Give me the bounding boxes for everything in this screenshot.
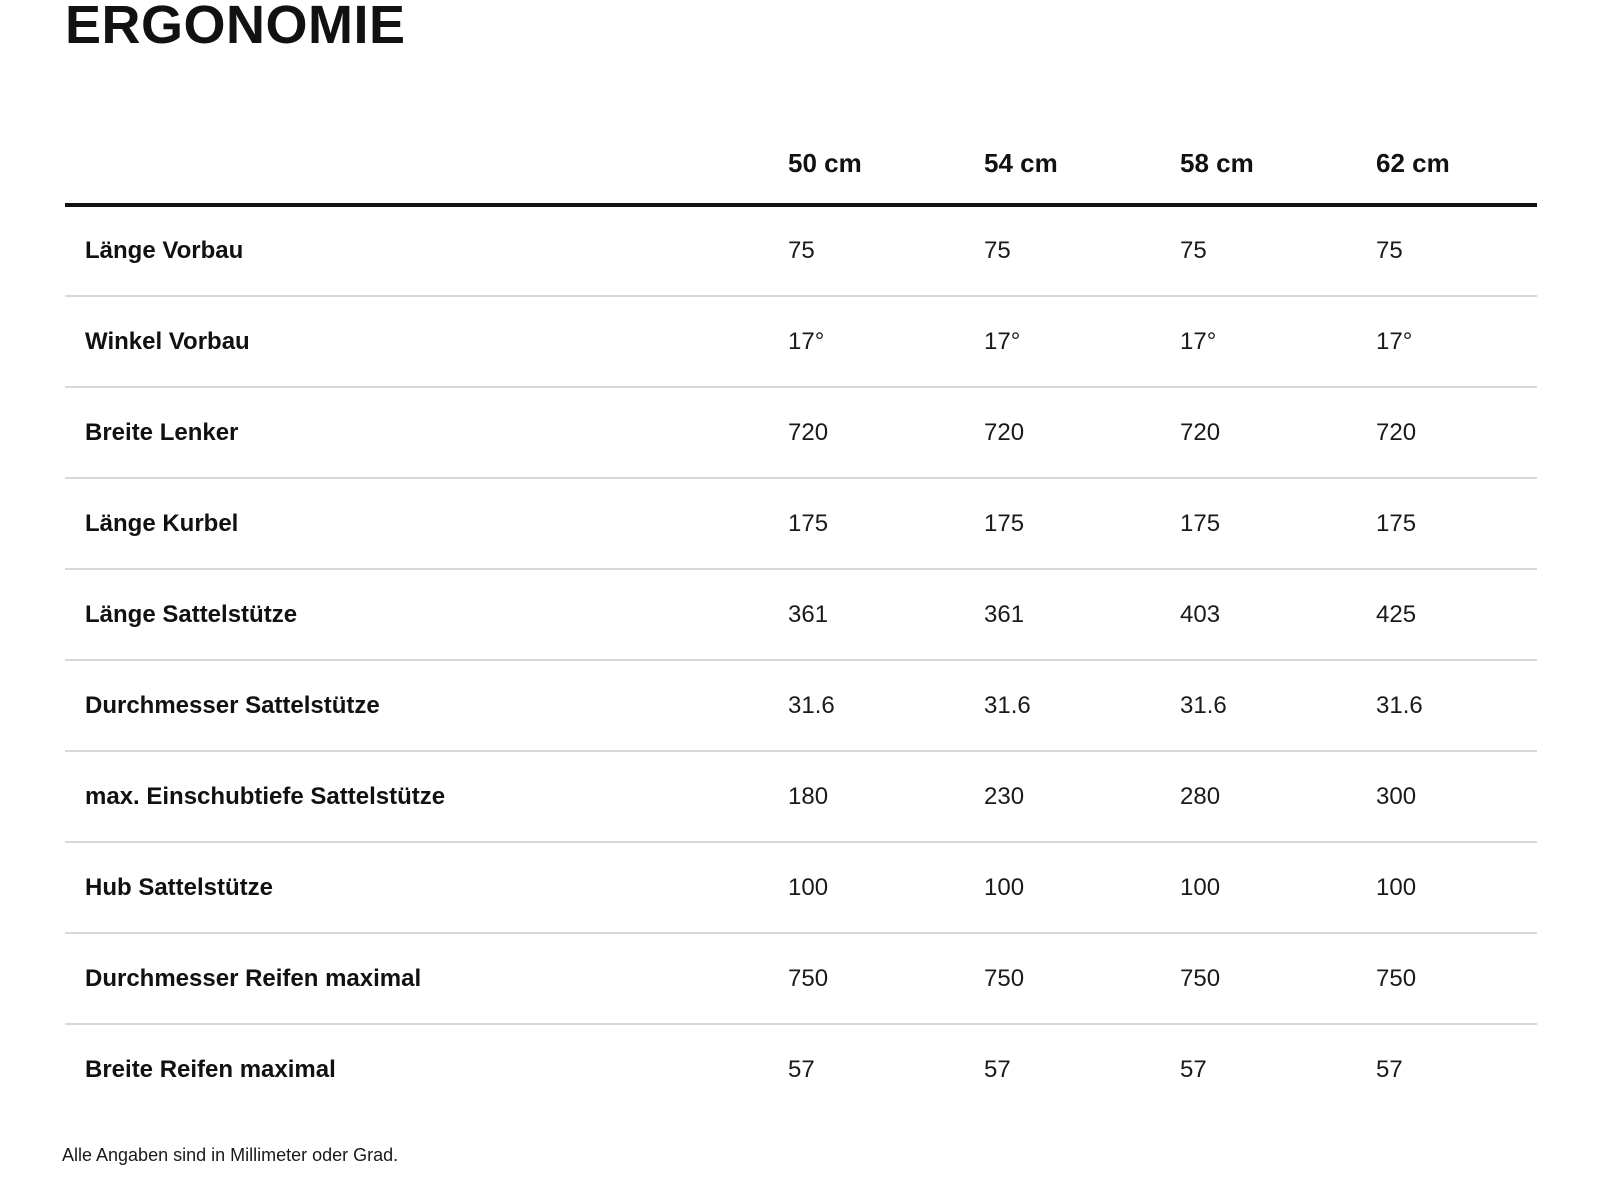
cell-value: 175 <box>1180 509 1221 537</box>
cell-value: 75 <box>1376 237 1403 264</box>
cell-value: 750 <box>788 964 829 992</box>
cell-value: 100 <box>1376 873 1417 901</box>
cell-value: 100 <box>788 873 829 901</box>
footnote: Alle Angaben sind in Millimeter oder Gra… <box>62 1145 399 1165</box>
cell-value: 175 <box>788 509 829 537</box>
cell-value: 175 <box>984 509 1025 537</box>
cell-value: 720 <box>984 418 1025 446</box>
ergonomics-table: 50 cm 54 cm 58 cm 62 cm Länge Vorbau 75 75 75 7… <box>65 52 1537 1115</box>
cell-value: 17° <box>788 327 825 355</box>
cell-value: 300 <box>1376 782 1417 810</box>
row-label: Hub Sattelstütze <box>85 873 274 901</box>
cell-value: 361 <box>788 600 829 628</box>
cell-value: 100 <box>984 873 1025 901</box>
cell-value: 100 <box>1180 873 1221 901</box>
table-row: Länge Sattelstütze 361 361 403 425 <box>65 569 1537 660</box>
table-row: Durchmesser Reifen maximal 750 750 750 750 <box>65 933 1537 1024</box>
header-spacer-cell <box>65 52 771 207</box>
table-row: Durchmesser Sattelstütze 31.6 31.6 31.6 31.6 <box>65 660 1537 751</box>
row-label: max. Einschubtiefe Sattelstütze <box>85 782 446 810</box>
table-row: Winkel Vorbau 17° 17° 17° 17° <box>65 296 1537 387</box>
table-header-row: 50 cm 54 cm 58 cm 62 cm <box>65 52 1537 207</box>
cell-value: 17° <box>1180 327 1217 355</box>
cell-value: 750 <box>1180 964 1221 992</box>
row-label: Länge Vorbau <box>85 237 244 264</box>
table-row: Breite Reifen maximal 57 57 57 57 <box>65 1024 1537 1115</box>
size-column-header: 62 cm <box>1359 52 1537 207</box>
row-label: Länge Kurbel <box>85 509 239 537</box>
cell-value: 75 <box>1180 237 1207 264</box>
row-label: Winkel Vorbau <box>85 327 250 355</box>
ergonomie-section: ERGONOMIE 50 cm 54 cm 58 cm 62 cm Länge Vor… <box>62 0 1537 1165</box>
row-label: Breite Lenker <box>85 418 239 446</box>
page-title: ERGONOMIE <box>65 0 406 55</box>
size-column-header: 50 cm <box>771 52 967 207</box>
cell-value: 31.6 <box>1376 691 1423 719</box>
cell-value: 750 <box>984 964 1025 992</box>
cell-value: 720 <box>1376 418 1417 446</box>
cell-value: 17° <box>984 327 1021 355</box>
table-row: Breite Lenker 720 720 720 720 <box>65 387 1537 478</box>
cell-value: 31.6 <box>984 691 1031 719</box>
cell-value: 180 <box>788 782 829 810</box>
cell-value: 720 <box>788 418 829 446</box>
table-row: Länge Vorbau 75 75 75 75 <box>65 205 1537 296</box>
table-row: Länge Kurbel 175 175 175 175 <box>65 478 1537 569</box>
table-row: max. Einschubtiefe Sattelstütze 180 230 280… <box>65 751 1537 842</box>
row-label: Breite Reifen maximal <box>85 1056 336 1083</box>
cell-value: 175 <box>1376 509 1417 537</box>
cell-value: 57 <box>1180 1056 1207 1083</box>
cell-value: 31.6 <box>788 691 835 719</box>
cell-value: 280 <box>1180 782 1221 810</box>
cell-value: 230 <box>984 782 1025 810</box>
size-column-header: 58 cm <box>1163 52 1359 207</box>
row-label: Länge Sattelstütze <box>85 600 298 628</box>
cell-value: 17° <box>1376 327 1413 355</box>
cell-value: 75 <box>788 237 815 264</box>
cell-value: 361 <box>984 600 1025 628</box>
cell-value: 57 <box>788 1056 815 1083</box>
table-row: Hub Sattelstütze 100 100 100 100 <box>65 842 1537 933</box>
cell-value: 31.6 <box>1180 691 1227 719</box>
cell-value: 75 <box>984 237 1011 264</box>
row-label: Durchmesser Reifen maximal <box>85 964 422 992</box>
cell-value: 403 <box>1180 600 1221 628</box>
cell-value: 720 <box>1180 418 1221 446</box>
cell-value: 57 <box>1376 1056 1403 1083</box>
cell-value: 750 <box>1376 964 1417 992</box>
cell-value: 425 <box>1376 600 1417 628</box>
cell-value: 57 <box>984 1056 1011 1083</box>
size-column-header: 54 cm <box>967 52 1163 207</box>
row-label: Durchmesser Sattelstütze <box>85 691 380 719</box>
table-body: Länge Vorbau 75 75 75 75 Winkel Vorbau 17° 17° 1… <box>65 205 1537 1115</box>
